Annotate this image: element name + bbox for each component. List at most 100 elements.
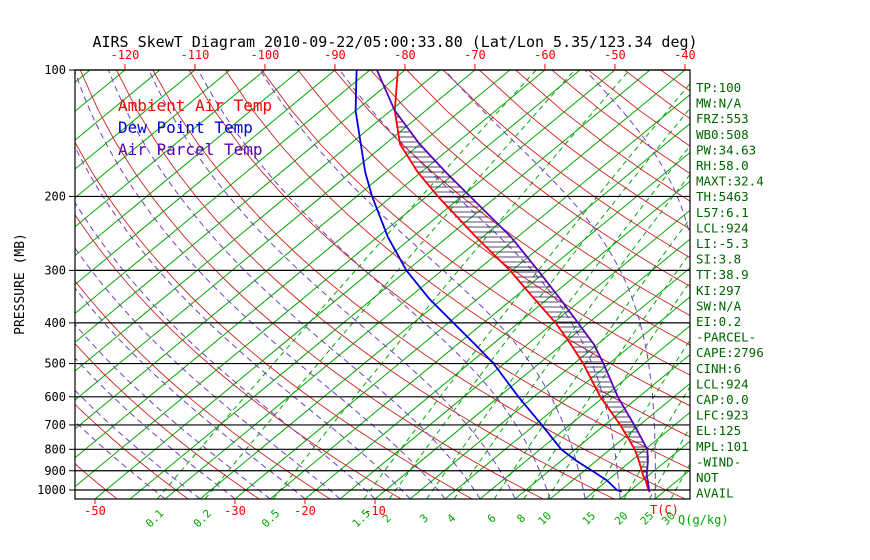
stats-line: MPL:101 <box>696 439 749 454</box>
isotherm-line <box>199 94 690 499</box>
mixing-ratio-label: 4 <box>445 511 459 525</box>
pressure-tick-label: 300 <box>44 263 66 277</box>
stats-line: CAP:0.0 <box>696 392 749 407</box>
mixing-ratio-line <box>546 281 690 499</box>
stats-line: LCL:924 <box>696 376 749 391</box>
stats-line: FRZ:553 <box>696 111 749 126</box>
pressure-tick-label: 400 <box>44 316 66 330</box>
pressure-tick-label: 900 <box>44 464 66 478</box>
stats-line: CAPE:2796 <box>696 345 764 360</box>
dry-adiabat-line <box>75 342 260 499</box>
dry-adiabat-line <box>75 403 189 499</box>
stats-line: -WIND- <box>696 454 741 469</box>
isotherm-line <box>75 70 441 372</box>
isotherm-line <box>75 70 371 315</box>
isotherm-line <box>409 267 690 499</box>
stats-line: KI:297 <box>696 283 741 298</box>
stats-line: EI:0.2 <box>696 314 741 329</box>
mixing-ratio-label: 2 <box>380 512 394 526</box>
isotherm-line <box>94 70 616 499</box>
moist-adiabat-line <box>75 247 341 499</box>
isotherm-line <box>549 382 690 499</box>
parcel-temp-curve <box>376 70 651 493</box>
mixing-ratio-line <box>388 107 690 499</box>
top-temp-label: -50 <box>604 48 626 62</box>
dry-adiabat-line <box>75 280 331 499</box>
mixing-ratio-line <box>623 386 690 499</box>
mixing-ratio-line <box>272 70 630 499</box>
moist-adiabat-line <box>75 201 376 499</box>
top-temp-label: -80 <box>394 48 416 62</box>
mixing-ratio-label: 15 <box>580 509 599 528</box>
moist-adiabat-line <box>444 70 656 499</box>
dry-adiabat-line <box>370 70 690 316</box>
stats-line: EL:125 <box>696 423 741 438</box>
stats-line: NOT <box>696 470 719 485</box>
top-temp-label: -60 <box>534 48 556 62</box>
stats-line: MAXT:32.4 <box>696 174 764 189</box>
pressure-tick-label: 100 <box>44 63 66 77</box>
stats-line: LCL:924 <box>696 220 749 235</box>
dry-adiabat-line <box>188 70 690 470</box>
moist-adiabat-line <box>339 70 621 499</box>
dry-adiabat-line <box>75 213 402 499</box>
moist-adiabat-line <box>75 287 306 499</box>
isotherm-line <box>129 70 651 499</box>
stats-line: LI:-5.3 <box>696 236 749 251</box>
top-temp-label: -90 <box>324 48 346 62</box>
cape-hatch-area <box>394 111 649 488</box>
mixing-ratio-label: 6 <box>485 512 499 526</box>
legend-dew-point-temp: Dew Point Temp <box>118 118 253 137</box>
isotherm-line <box>75 70 301 257</box>
stats-line: TT:38.9 <box>696 267 749 282</box>
axis-labels: 100 200 300 400 500 600 700 800 900 1000 -120 -110 -… <box>37 48 764 530</box>
isotherm-line <box>269 151 690 499</box>
isotherm-line <box>75 70 266 228</box>
dry-adiabat-line <box>515 70 690 202</box>
stats-line: TH:5463 <box>696 189 749 204</box>
ambient-temp-curve <box>393 70 651 493</box>
mixing-ratio-line <box>363 82 690 499</box>
mixing-ratio-label: 0.5 <box>259 507 282 530</box>
isotherm-line <box>479 325 690 499</box>
mixing-ratio-label: 0.2 <box>191 507 214 530</box>
stats-line: L57:6.1 <box>696 205 749 220</box>
dry-adiabat-line <box>406 70 690 287</box>
mixing-ratio-label: 10 <box>535 509 554 528</box>
plot-frame <box>74 69 691 500</box>
stats-line: TP:100 <box>696 80 741 95</box>
moist-adiabat-line <box>75 323 271 499</box>
pressure-tick-label: 600 <box>44 390 66 404</box>
isotherm-line <box>75 70 196 170</box>
dry-adiabat-line <box>225 70 690 438</box>
bottom-temp-label: -20 <box>294 504 316 518</box>
pressure-tick-label: 500 <box>44 357 66 371</box>
bottom-temp-label: -30 <box>224 504 246 518</box>
top-temp-label: -120 <box>110 48 139 62</box>
legend-air-parcel-temp: Air Parcel Temp <box>118 140 263 159</box>
mixing-ratio-axis-title: Q(g/kg) <box>678 513 729 527</box>
stats-line: PW:34.63 <box>696 142 756 157</box>
dry-adiabat-line <box>297 70 690 376</box>
mixing-ratio-line <box>591 339 690 499</box>
dry-adiabat-line <box>116 70 615 499</box>
top-temp-label: -70 <box>464 48 486 62</box>
dry-adiabat-line <box>478 70 690 230</box>
dry-adiabat-line <box>442 70 690 259</box>
mixing-ratio-line <box>649 426 690 499</box>
pressure-tick-label: 200 <box>44 189 66 203</box>
isotherm-line <box>75 70 546 459</box>
moist-adiabat-line <box>75 145 411 499</box>
moist-adiabat-line <box>148 70 516 499</box>
mixing-ratio-label: 8 <box>514 512 528 526</box>
top-temp-label: -110 <box>180 48 209 62</box>
dry-adiabat-line <box>79 70 544 499</box>
dry-adiabat-line <box>660 70 690 92</box>
stats-line: LFC:923 <box>696 408 749 423</box>
top-temp-label: -100 <box>250 48 279 62</box>
moist-adiabat-line <box>197 70 551 499</box>
top-temp-label: -40 <box>674 48 696 62</box>
mixing-ratio-line <box>523 252 690 499</box>
